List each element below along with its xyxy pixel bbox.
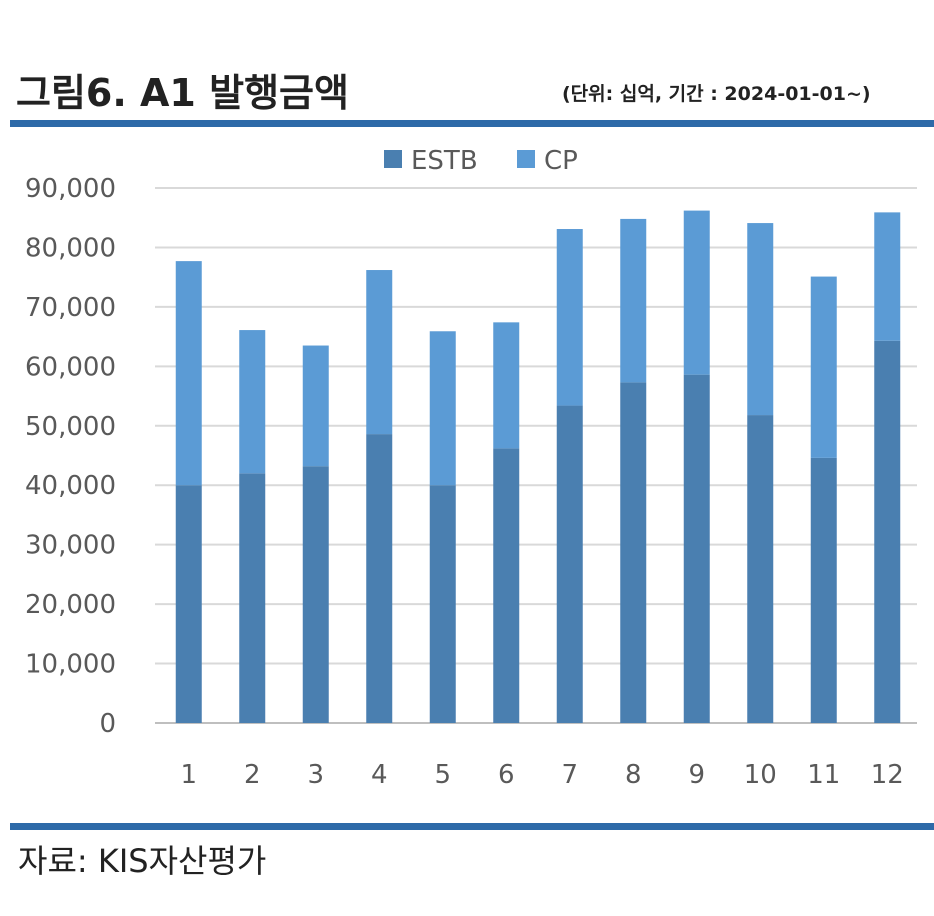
y-tick-label: 0 [99, 709, 116, 739]
legend-estb-swatch [384, 150, 402, 168]
bar-cp-1 [175, 261, 202, 486]
bar-cp-7 [556, 229, 583, 406]
x-tick-label: 11 [807, 760, 840, 790]
y-tick-label: 20,000 [25, 590, 116, 620]
bar-cp-4 [366, 270, 393, 435]
unit-note: (단위: 십억, 기간 : 2024-01-01~) [562, 83, 871, 105]
bar-cp-5 [429, 331, 456, 486]
x-tick-label: 9 [688, 760, 705, 790]
y-tick-label: 10,000 [25, 650, 116, 680]
bar-cp-10 [747, 223, 774, 416]
bar-estb-6 [493, 448, 520, 723]
y-tick-label: 40,000 [25, 471, 116, 501]
bar-estb-5 [429, 485, 456, 723]
bar-estb-1 [175, 485, 202, 723]
bar-estb-12 [874, 340, 901, 723]
source-note: 자료: KIS자산평가 [18, 842, 267, 880]
bar-estb-3 [302, 466, 329, 723]
x-tick-label: 10 [744, 760, 777, 790]
x-tick-label: 12 [871, 760, 904, 790]
bar-cp-3 [302, 345, 329, 467]
y-tick-label: 60,000 [25, 352, 116, 382]
bar-estb-8 [620, 382, 647, 723]
x-tick-label: 6 [498, 760, 515, 790]
bar-estb-2 [239, 473, 266, 723]
chart-title: 그림6. A1 발행금액 [16, 71, 349, 115]
y-tick-label: 70,000 [25, 293, 116, 323]
bar-cp-9 [683, 210, 710, 375]
x-tick-label: 7 [561, 760, 578, 790]
bar-cp-8 [620, 218, 647, 383]
bar-estb-7 [556, 405, 583, 723]
bar-estb-11 [810, 457, 837, 723]
bar-estb-10 [747, 415, 774, 723]
bottom-rule [10, 823, 934, 830]
y-tick-label: 50,000 [25, 412, 116, 442]
y-tick-label: 30,000 [25, 531, 116, 561]
x-tick-label: 1 [180, 760, 197, 790]
y-tick-label: 80,000 [25, 233, 116, 263]
bar-cp-2 [239, 330, 266, 474]
legend-estb-label: ESTB [411, 146, 478, 176]
x-tick-label: 3 [307, 760, 324, 790]
legend-cp-swatch [517, 150, 535, 168]
y-tick-label: 90,000 [25, 174, 116, 204]
x-tick-label: 8 [625, 760, 642, 790]
bar-estb-4 [366, 434, 393, 723]
x-tick-label: 4 [371, 760, 388, 790]
bar-cp-11 [810, 276, 837, 458]
legend-cp-label: CP [544, 146, 578, 176]
bar-estb-9 [683, 374, 710, 723]
x-tick-label: 2 [244, 760, 261, 790]
bar-chart: 0 10,000 20,000 30,000 40,000 50,000 60,000 70,… [25, 146, 917, 790]
bar-cp-12 [874, 212, 901, 341]
top-rule [10, 120, 934, 127]
x-tick-label: 5 [434, 760, 451, 790]
bar-cp-6 [493, 322, 520, 449]
